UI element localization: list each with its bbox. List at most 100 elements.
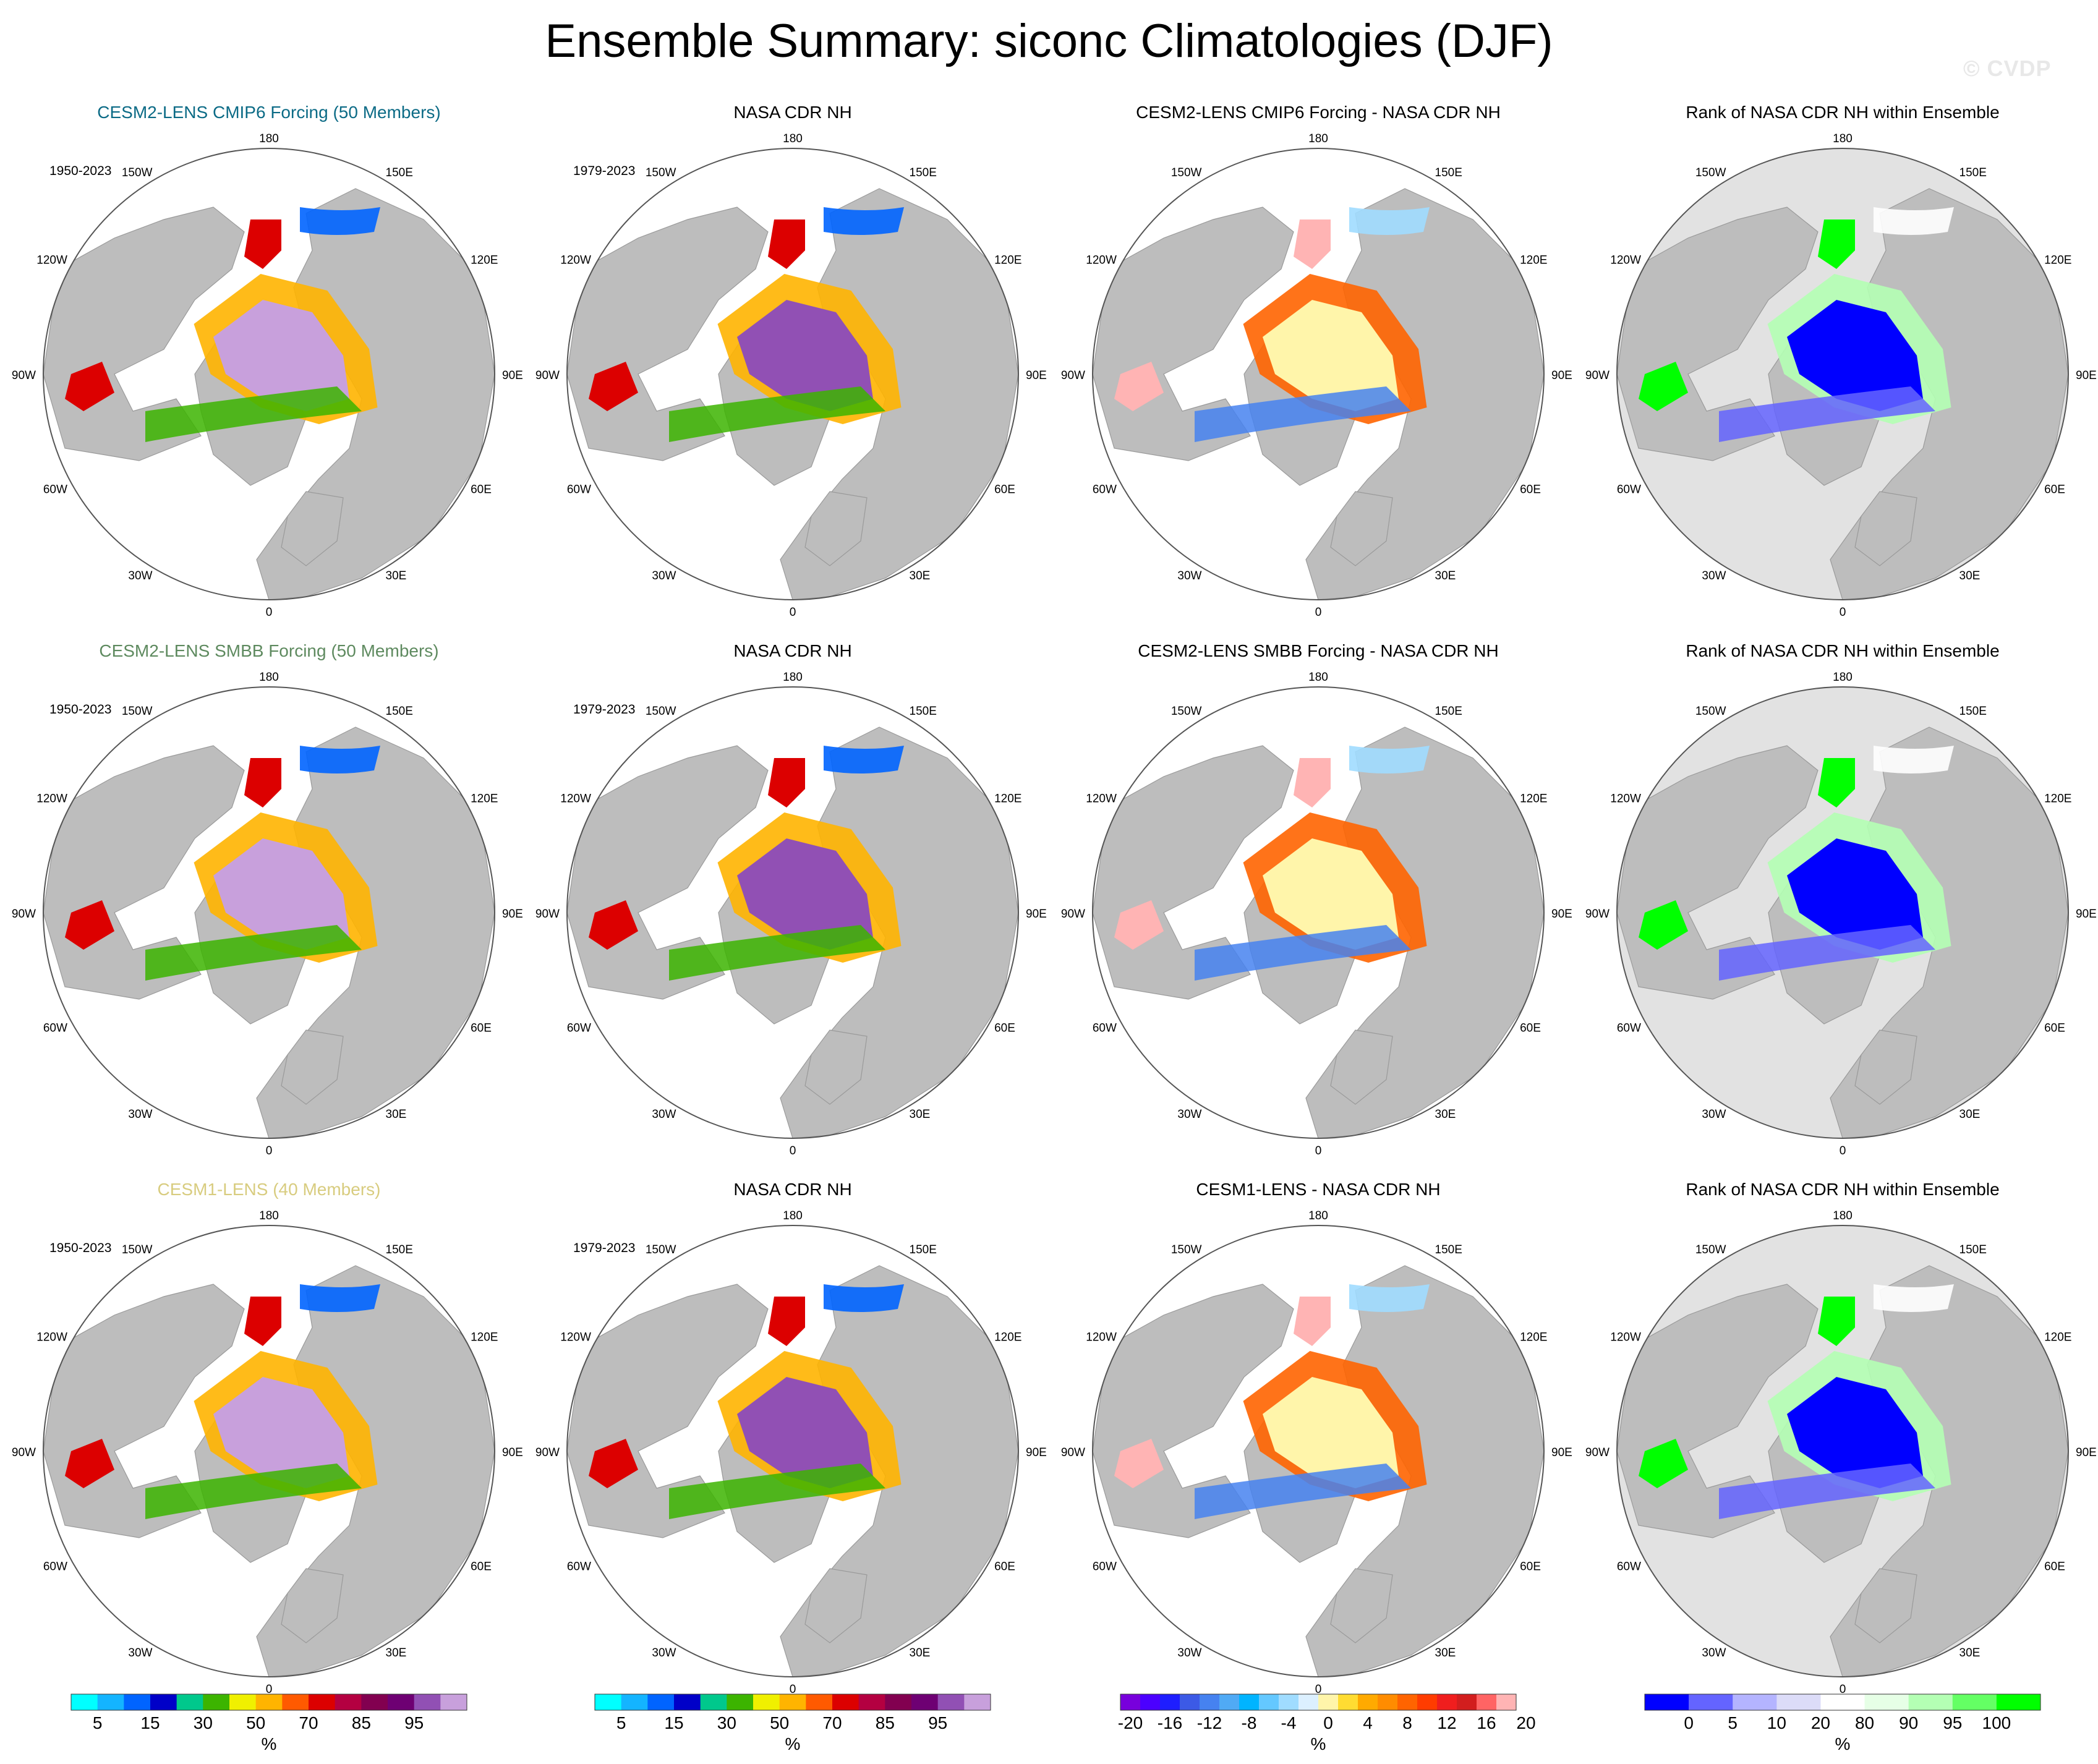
colorbar-swatch (1477, 1694, 1497, 1710)
sea-ice-core (213, 1377, 349, 1488)
longitude-label: 120W (1610, 1331, 1641, 1344)
colorbar-tick-label: 50 (246, 1713, 265, 1732)
colorbar-tick-label: 0 (1684, 1713, 1694, 1732)
longitude-label: 90W (1585, 908, 1610, 921)
colorbar-swatch (229, 1694, 257, 1710)
colorbar-tick-label: 5 (1728, 1713, 1738, 1732)
land-mass (281, 1568, 344, 1643)
colorbar-swatch (255, 1694, 283, 1710)
sea-ice-core (1787, 300, 1923, 411)
colorbar-swatch (1180, 1694, 1200, 1710)
longitude-label: 60E (2044, 1022, 2065, 1035)
longitude-label: 30E (1959, 569, 1981, 582)
longitude-label: 150E (1959, 705, 1987, 718)
longitude-label: 150W (122, 1243, 153, 1256)
sea-ice-core (1787, 838, 1923, 950)
map-border (43, 686, 495, 1139)
longitude-label: 60W (1093, 484, 1117, 496)
longitude-label: 60W (1617, 1022, 1641, 1035)
colorbar-tick-label: -20 (1118, 1713, 1143, 1732)
longitude-label: 30E (1435, 1108, 1456, 1121)
longitude-label: 90E (2076, 1446, 2097, 1459)
longitude-label: 120E (2044, 254, 2071, 267)
okhotsk-ice (1349, 746, 1430, 773)
colorbar-swatch (1996, 1694, 2041, 1710)
longitude-label: 180 (259, 1209, 279, 1222)
colorbar-swatch (361, 1694, 388, 1710)
polar-map: 180 0 150W 150E 120W 120E 90W 90E 60W 60E 30W 30E (1061, 671, 1572, 1157)
longitude-label: 90W (1061, 908, 1085, 921)
longitude-label: 0 (1840, 606, 1846, 619)
colorbar-swatch (1496, 1694, 1517, 1710)
longitude-label: 150E (910, 166, 937, 179)
longitude-label: 150W (1171, 705, 1202, 718)
obs-panel-title: NASA CDR NH (733, 1180, 852, 1199)
colorbar-swatch (71, 1694, 98, 1710)
bering-ice (1818, 1297, 1855, 1346)
bering-ice (1294, 219, 1331, 269)
colorbar-tick-label: 4 (1363, 1713, 1373, 1732)
marginal-ice-zone (1719, 1464, 1935, 1519)
longitude-label: 60E (471, 484, 492, 496)
longitude-label: 150E (1435, 166, 1462, 179)
colorbar-swatch (937, 1694, 965, 1710)
land-mass (1854, 1568, 1917, 1643)
longitude-label: 120W (560, 1331, 591, 1344)
longitude-label: 90W (12, 369, 36, 382)
longitude-label: 120W (1610, 793, 1641, 806)
colorbar-tick-label: 15 (664, 1713, 683, 1732)
longitude-label: 0 (266, 1144, 273, 1157)
colorbar-tick-label: -8 (1242, 1713, 1257, 1732)
colorbar-swatch (1279, 1694, 1299, 1710)
longitude-label: 150E (1959, 1243, 1987, 1256)
hudson-bay-ice (65, 1439, 114, 1488)
colorbar-tick-label: 30 (717, 1713, 736, 1732)
colorbar-tick-label: 90 (1899, 1713, 1918, 1732)
model-panel-title: CESM2-LENS SMBB Forcing (50 Members) (99, 641, 439, 660)
longitude-label: 90E (502, 369, 523, 382)
hudson-bay-ice (1114, 900, 1164, 950)
longitude-label: 60W (43, 1561, 67, 1574)
longitude-label: 60E (2044, 1561, 2065, 1574)
longitude-label: 150W (646, 705, 676, 718)
longitude-label: 30W (1702, 1647, 1726, 1660)
longitude-label: 30W (652, 1647, 676, 1660)
bering-ice (244, 1297, 281, 1346)
colorbar-swatch (621, 1694, 648, 1710)
colorbar-swatch (414, 1694, 441, 1710)
map-border (1092, 1225, 1545, 1677)
longitude-label: 180 (783, 671, 803, 684)
land-mass (281, 1029, 344, 1105)
hudson-bay-ice (65, 362, 114, 411)
longitude-label: 120W (1086, 793, 1117, 806)
map-border (1092, 686, 1545, 1139)
longitude-label: 150E (910, 705, 937, 718)
longitude-label: 150E (1435, 705, 1462, 718)
colorbar-tick-label: 50 (770, 1713, 789, 1732)
longitude-label: 30W (1702, 1108, 1726, 1121)
colorbar-tick-label: 5 (93, 1713, 103, 1732)
land-mass (1330, 1568, 1393, 1643)
marginal-ice-zone (1195, 1464, 1411, 1519)
longitude-label: 0 (1840, 1144, 1846, 1157)
longitude-label: 150E (1959, 166, 1987, 179)
period-label: 1950-2023 (49, 702, 111, 717)
figure-title: Ensemble Summary: siconc Climatologies (… (545, 15, 1553, 67)
colorbar-swatch (1140, 1694, 1161, 1710)
map-border (1616, 1225, 2069, 1677)
longitude-label: 120W (1086, 1331, 1117, 1344)
longitude-label: 30E (386, 1647, 407, 1660)
longitude-label: 90W (535, 908, 560, 921)
longitude-label: 150E (386, 1243, 413, 1256)
longitude-label: 120E (994, 1331, 1021, 1344)
land-mass (804, 1029, 868, 1105)
rank-panel-title: Rank of NASA CDR NH within Ensemble (1686, 103, 2000, 122)
hudson-bay-ice (1639, 362, 1688, 411)
longitude-label: 0 (266, 1683, 273, 1696)
longitude-label: 60E (994, 484, 1015, 496)
longitude-label: 0 (1315, 1683, 1322, 1696)
sea-ice-core (737, 838, 873, 950)
colorbar-units: % (1835, 1734, 1851, 1753)
okhotsk-ice (1349, 1284, 1430, 1312)
sea-ice-core (1263, 1377, 1399, 1488)
